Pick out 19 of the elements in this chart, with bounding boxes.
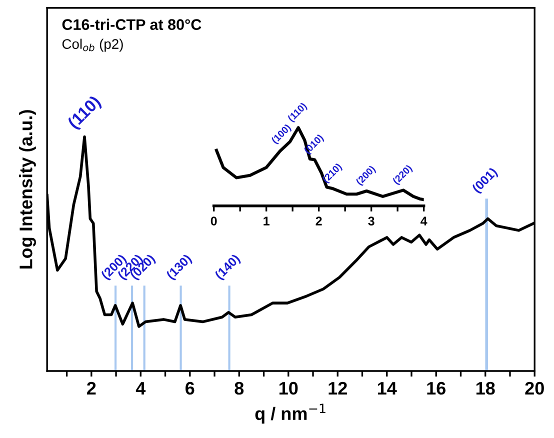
x-tick-label: 12 xyxy=(328,382,347,394)
x-tick-label: 0 xyxy=(210,216,217,226)
y-axis-title: Log Intensity (a.u.) xyxy=(19,110,36,268)
x-tick-label: 4 xyxy=(420,216,428,226)
x-tick-label: 4 xyxy=(136,382,146,394)
x-tick-label: 1 xyxy=(264,216,270,226)
x-tick-label: 20 xyxy=(525,382,544,395)
x-tick-label: 10 xyxy=(279,382,298,395)
x-tick-label: 6 xyxy=(186,382,194,395)
x-tick-label: 3 xyxy=(368,216,374,226)
x-tick-label: 16 xyxy=(427,382,446,395)
x-tick-label: 18 xyxy=(476,382,495,395)
x-tick-label: 2 xyxy=(316,216,322,226)
chart-subtitle: Col$_{ob}$ (p2) xyxy=(62,38,123,52)
chart-title: C16-tri-CTP at 80°C xyxy=(62,18,202,30)
x-tick-label: 8 xyxy=(234,382,244,395)
x-axis-title: q / nm$^{−1}$ xyxy=(255,404,326,424)
x-tick-label: 2 xyxy=(87,382,96,394)
x-tick-label: 14 xyxy=(378,382,397,394)
